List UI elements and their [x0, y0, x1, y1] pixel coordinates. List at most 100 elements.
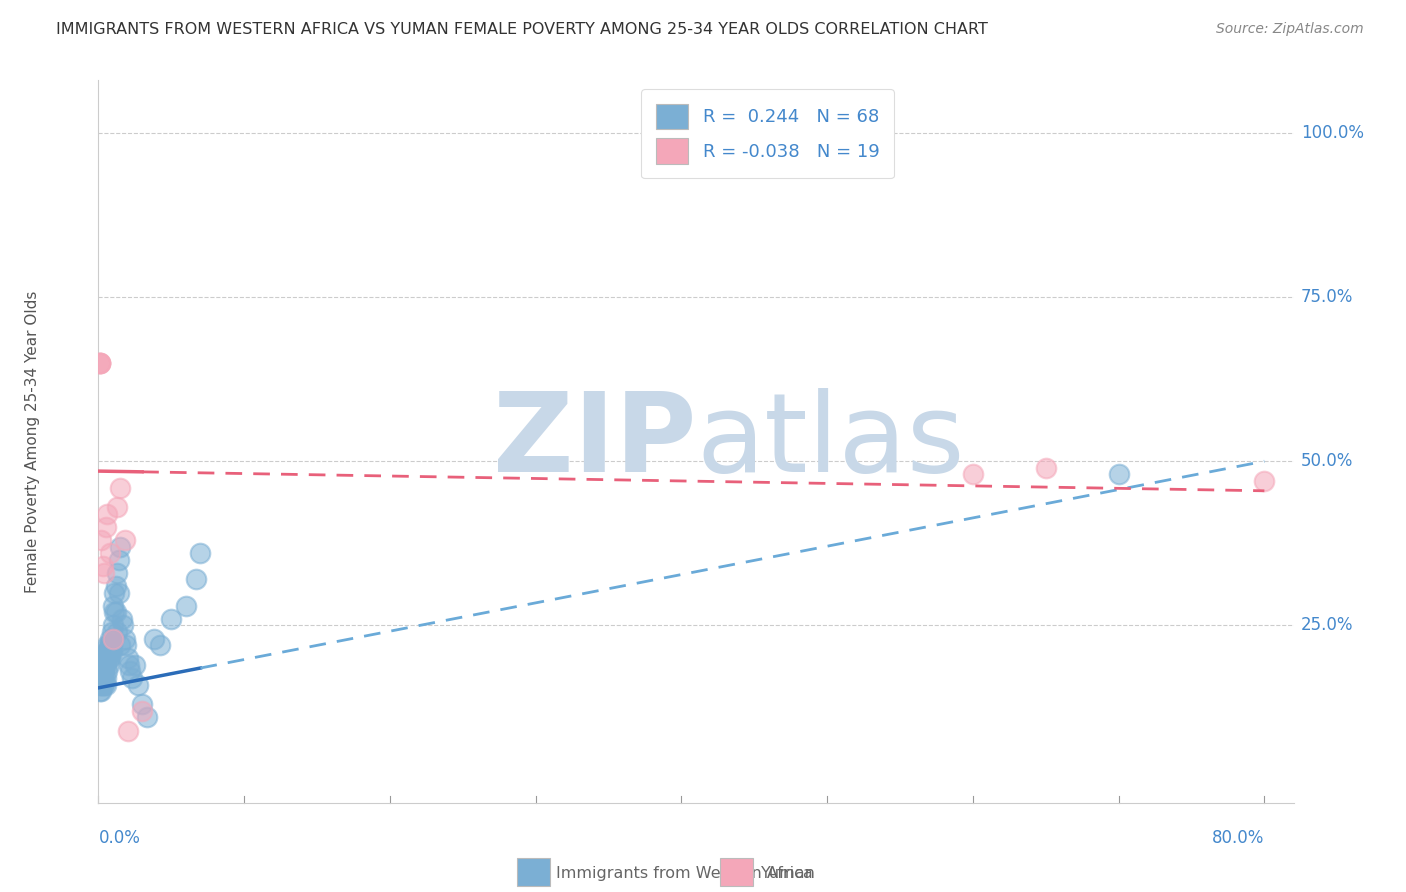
Point — [117, 651, 139, 665]
Point — [110, 638, 132, 652]
Point — [94, 677, 117, 691]
FancyBboxPatch shape — [517, 858, 550, 886]
Point — [97, 638, 120, 652]
Point — [96, 507, 118, 521]
Point — [93, 665, 115, 679]
Point — [105, 625, 128, 640]
Point — [101, 618, 124, 632]
Point — [135, 710, 157, 724]
Text: 25.0%: 25.0% — [1301, 616, 1354, 634]
Point — [90, 684, 112, 698]
Text: 100.0%: 100.0% — [1301, 124, 1364, 142]
Point — [89, 356, 111, 370]
Text: 50.0%: 50.0% — [1301, 452, 1353, 470]
Point — [90, 677, 112, 691]
Text: Female Poverty Among 25-34 Year Olds: Female Poverty Among 25-34 Year Olds — [25, 291, 41, 592]
Point — [98, 645, 121, 659]
Point — [108, 553, 131, 567]
Point — [114, 632, 136, 646]
Point — [101, 632, 124, 646]
Text: 75.0%: 75.0% — [1301, 288, 1353, 306]
Point — [103, 605, 125, 619]
FancyBboxPatch shape — [720, 858, 754, 886]
Point — [114, 533, 136, 547]
Point — [94, 645, 117, 659]
Point — [100, 645, 122, 659]
Point — [97, 651, 120, 665]
Point — [190, 546, 212, 560]
Point — [98, 632, 121, 646]
Point — [96, 645, 118, 659]
Point — [104, 605, 127, 619]
Text: IMMIGRANTS FROM WESTERN AFRICA VS YUMAN FEMALE POVERTY AMONG 25-34 YEAR OLDS COR: IMMIGRANTS FROM WESTERN AFRICA VS YUMAN … — [56, 22, 988, 37]
Point — [184, 573, 207, 587]
Point — [111, 612, 134, 626]
Point — [117, 723, 139, 738]
Point — [1035, 460, 1057, 475]
Point — [94, 520, 117, 534]
Point — [96, 665, 118, 679]
Point — [101, 632, 124, 646]
Point — [101, 599, 124, 613]
Point — [160, 612, 183, 626]
Point — [174, 599, 197, 613]
Point — [93, 651, 115, 665]
Point — [110, 481, 132, 495]
Point — [110, 540, 132, 554]
Point — [91, 559, 114, 574]
Point — [112, 618, 135, 632]
Point — [93, 677, 115, 691]
Point — [120, 665, 142, 679]
Point — [100, 625, 122, 640]
Point — [89, 356, 111, 370]
Point — [90, 671, 112, 685]
Point — [118, 657, 141, 672]
Point — [89, 677, 111, 691]
Point — [94, 671, 117, 685]
Point — [105, 500, 128, 515]
Text: atlas: atlas — [696, 388, 965, 495]
Point — [142, 632, 165, 646]
Text: 0.0%: 0.0% — [98, 829, 141, 847]
Point — [91, 665, 114, 679]
Point — [98, 651, 121, 665]
Point — [108, 585, 131, 599]
Point — [97, 657, 120, 672]
Point — [93, 566, 115, 580]
Point — [96, 651, 118, 665]
Point — [89, 671, 111, 685]
Legend: R =  0.244   N = 68, R = -0.038   N = 19: R = 0.244 N = 68, R = -0.038 N = 19 — [641, 89, 894, 178]
Point — [90, 533, 112, 547]
Point — [94, 651, 117, 665]
Point — [105, 566, 128, 580]
Point — [149, 638, 172, 652]
Point — [124, 657, 146, 672]
Point — [121, 671, 143, 685]
Point — [98, 638, 121, 652]
Point — [131, 698, 153, 712]
Point — [1108, 467, 1130, 482]
Point — [89, 356, 111, 370]
Text: Yuman: Yuman — [761, 866, 814, 881]
Point — [115, 638, 138, 652]
Point — [962, 467, 984, 482]
Point — [93, 671, 115, 685]
Text: 80.0%: 80.0% — [1212, 829, 1264, 847]
Point — [127, 677, 149, 691]
Point — [90, 665, 112, 679]
Text: ZIP: ZIP — [492, 388, 696, 495]
Point — [91, 665, 114, 679]
Point — [94, 657, 117, 672]
Point — [98, 546, 121, 560]
Point — [104, 579, 127, 593]
Point — [93, 657, 115, 672]
Text: Immigrants from Western Africa: Immigrants from Western Africa — [557, 866, 813, 881]
Point — [89, 356, 111, 370]
Point — [131, 704, 153, 718]
Point — [97, 645, 120, 659]
Point — [96, 638, 118, 652]
Point — [89, 684, 111, 698]
Point — [91, 671, 114, 685]
Point — [100, 638, 122, 652]
Text: Source: ZipAtlas.com: Source: ZipAtlas.com — [1216, 22, 1364, 37]
